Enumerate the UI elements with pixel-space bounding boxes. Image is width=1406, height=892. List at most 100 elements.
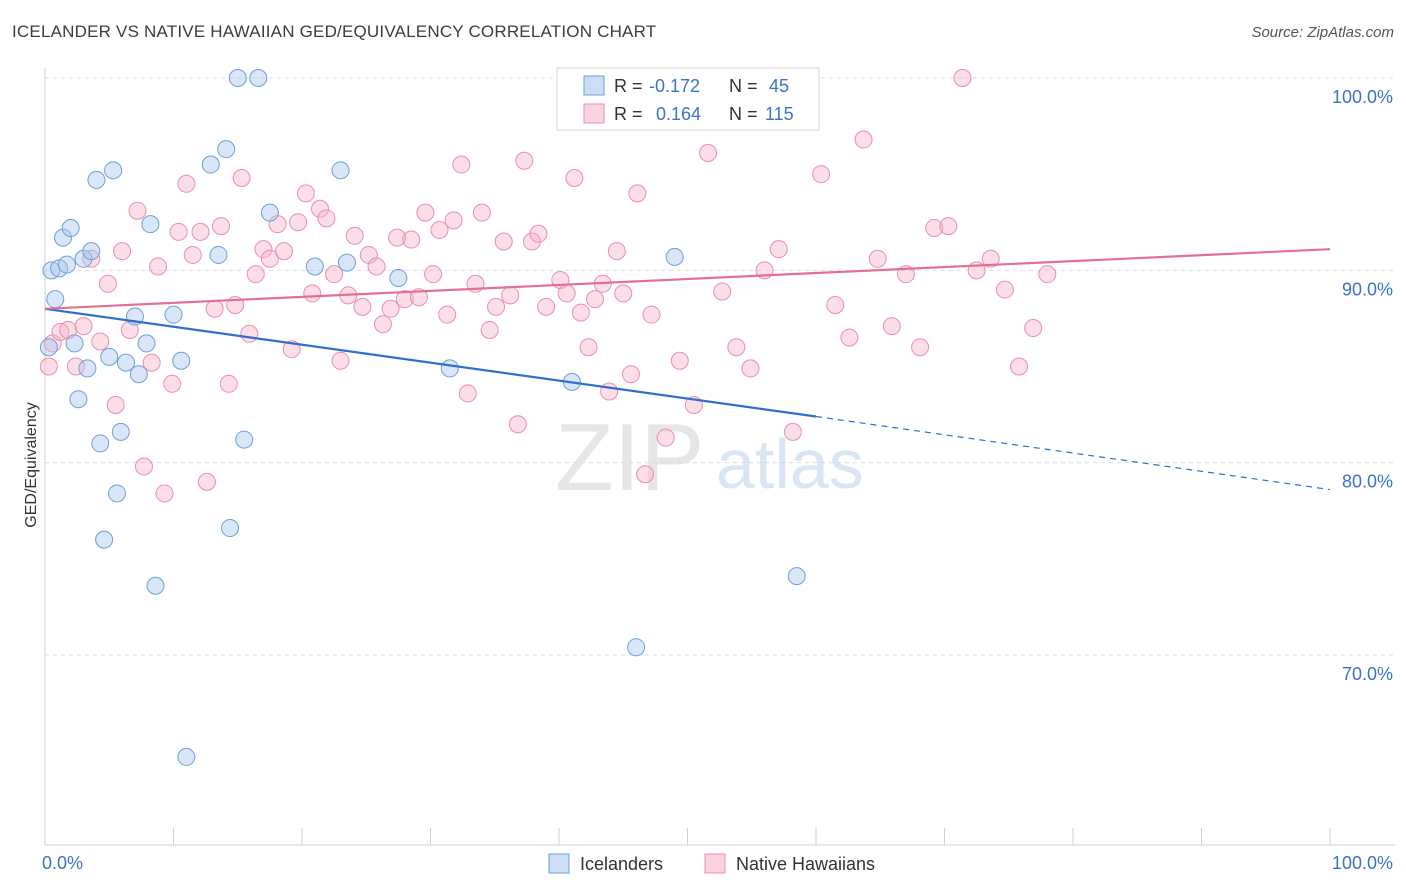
native-hawaiian-point	[458, 384, 477, 403]
native-hawaiian-point	[628, 184, 647, 203]
icelander-point	[78, 359, 97, 378]
icelander-point	[177, 747, 196, 766]
native-hawaiian-point	[331, 351, 350, 370]
native-hawaiian-point	[699, 144, 718, 163]
native-hawaiian-point	[367, 257, 386, 276]
native-hawaiian-point	[537, 297, 556, 316]
legend-bottom-swatch-icelanders	[548, 853, 570, 874]
icelander-point	[164, 305, 183, 324]
icelander-point	[787, 567, 806, 586]
native-hawaiian-point	[438, 305, 457, 324]
native-hawaiian-point	[373, 315, 392, 334]
grid-lines	[45, 77, 1395, 656]
trend-lines	[44, 248, 1331, 491]
native-hawaiian-point	[388, 228, 407, 247]
native-hawaiian-point	[501, 286, 520, 305]
native-hawaiian-point	[727, 338, 746, 357]
native-hawaiian-point	[51, 322, 70, 341]
native-hawaiian-point	[939, 217, 958, 236]
legend-bottom-swatch-native-hawaiians	[704, 853, 726, 874]
legend-n-label: N =	[729, 104, 758, 124]
native-hawaiian-point	[91, 332, 110, 351]
native-hawaiian-point	[600, 382, 619, 401]
icelander-point	[100, 347, 119, 366]
legend-r-value: 0.164	[656, 104, 701, 124]
icelander-point	[331, 161, 350, 180]
icelander-point	[111, 422, 130, 441]
native-hawaiian-point	[1038, 265, 1057, 284]
native-hawaiian-point	[1010, 357, 1029, 376]
native-hawaiian-trend-line	[44, 248, 1331, 310]
icelander-point	[53, 228, 72, 247]
icelander-point	[39, 338, 58, 357]
native-hawaiian-point	[430, 220, 449, 239]
icelander-point	[201, 155, 220, 174]
icelander-point	[337, 253, 356, 272]
icelander-point	[95, 530, 114, 549]
icelander-point	[440, 359, 459, 378]
native-hawaiian-point	[925, 219, 944, 238]
native-hawaiian-point	[642, 305, 661, 324]
native-hawaiian-point	[557, 284, 576, 303]
native-hawaiian-point	[289, 213, 308, 232]
native-hawaiian-point	[74, 317, 93, 336]
native-hawaiian-point	[106, 395, 125, 414]
native-hawaiian-point	[219, 374, 238, 393]
native-hawaiian-point	[953, 69, 972, 87]
icelander-point	[107, 484, 126, 503]
icelander-point	[116, 353, 135, 372]
native-hawaiian-point	[636, 465, 655, 484]
native-hawaiian-point	[155, 484, 174, 503]
native-hawaiian-point	[614, 284, 633, 303]
icelander-point	[82, 242, 101, 261]
data-points	[39, 69, 1057, 766]
axes	[44, 68, 1395, 846]
native-hawaiian-point	[191, 222, 210, 241]
native-hawaiian-point	[472, 203, 491, 222]
legend-top: R = -0.172 N = 45 R = 0.164 N = 115	[556, 67, 820, 131]
legend-bottom-label-icelanders: Icelanders	[580, 854, 663, 874]
icelander-point	[260, 203, 279, 222]
native-hawaiian-point	[275, 242, 294, 261]
icelander-point	[665, 247, 684, 266]
native-hawaiian-point	[212, 217, 231, 236]
native-hawaiian-point	[325, 265, 344, 284]
icelander-point	[91, 434, 110, 453]
legend-swatch-icelanders	[583, 75, 605, 96]
native-hawaiian-point	[656, 428, 675, 447]
native-hawaiian-point	[163, 374, 182, 393]
x-tick-label: 0.0%	[42, 853, 83, 873]
y-tick-label: 70.0%	[1342, 664, 1393, 684]
native-hawaiian-point	[113, 242, 132, 261]
icelander-point	[172, 351, 191, 370]
icelander-point	[46, 290, 65, 309]
native-hawaiian-point	[381, 299, 400, 318]
native-hawaiian-point	[142, 353, 161, 372]
legend-bottom-label-native-hawaiians: Native Hawaiians	[736, 854, 875, 874]
icelander-point	[129, 365, 148, 384]
watermark-atlas: atlas	[716, 425, 864, 503]
icelander-point	[627, 638, 646, 657]
legend-n-value: 45	[769, 76, 789, 96]
icelander-point	[42, 261, 61, 280]
native-hawaiian-point	[197, 472, 216, 491]
native-hawaiian-point	[177, 174, 196, 193]
native-hawaiian-point	[840, 328, 859, 347]
y-tick-label: 90.0%	[1342, 279, 1393, 299]
native-hawaiian-point	[82, 249, 101, 268]
icelander-point	[217, 140, 236, 159]
native-hawaiian-point	[416, 203, 435, 222]
watermark-zip: ZIP	[555, 404, 704, 511]
y-tick-label: 80.0%	[1342, 472, 1393, 492]
icelander-trend-extension	[815, 415, 1331, 491]
icelander-point	[249, 69, 268, 87]
legend-r-label: R =	[614, 104, 643, 124]
native-hawaiian-point	[240, 324, 259, 343]
native-hawaiian-point	[444, 211, 463, 230]
icelander-point	[61, 219, 80, 238]
native-hawaiian-point	[260, 249, 279, 268]
native-hawaiian-point	[713, 282, 732, 301]
watermark: ZIP atlas	[555, 404, 864, 511]
legend-r-label: R =	[614, 76, 643, 96]
native-hawaiian-point	[529, 224, 548, 243]
